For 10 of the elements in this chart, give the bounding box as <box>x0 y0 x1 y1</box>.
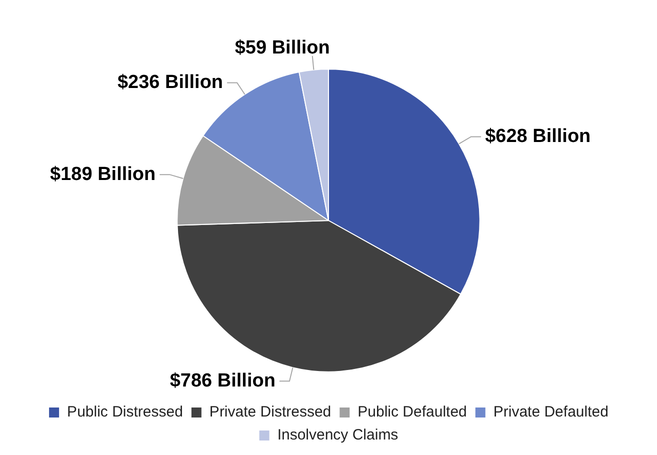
legend-label: Public Distressed <box>67 404 183 421</box>
legend-label: Private Defaulted <box>493 404 608 421</box>
data-label: $59 Billion <box>234 38 330 59</box>
data-label: $236 Billion <box>117 72 224 93</box>
legend-label: Insolvency Claims <box>277 426 398 444</box>
legend-label: Private Distressed <box>209 404 332 421</box>
data-label: $628 Billion <box>485 126 591 147</box>
data-label: $786 Billion <box>170 370 276 392</box>
data-label: $189 Billion <box>50 164 156 185</box>
legend-label: Public Defaulted <box>358 404 467 421</box>
